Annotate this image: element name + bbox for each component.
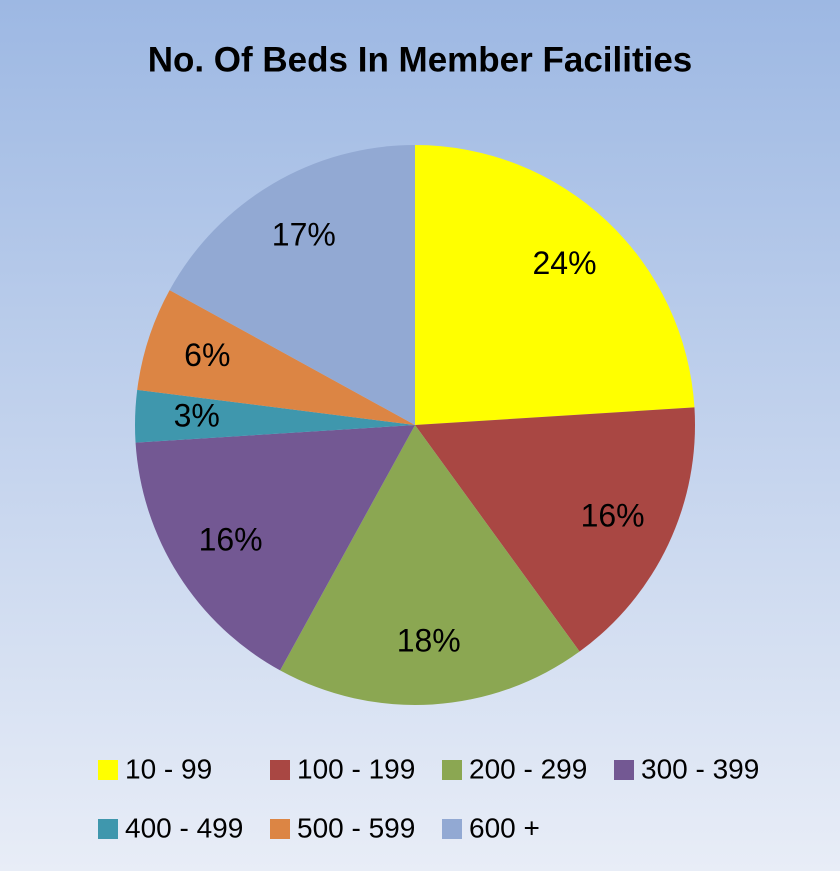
legend-swatch [98,760,118,780]
pie-slice [415,145,695,425]
pie-slice [137,290,415,425]
pie-slice [135,389,416,443]
legend-swatch [270,819,290,839]
pie-slice [415,407,696,652]
data-label: 18% [397,622,461,658]
legend-swatch [442,819,462,839]
data-label: 16% [581,497,645,533]
data-label: 24% [532,245,596,281]
legend-label: 100 - 199 [297,753,415,784]
data-label: 16% [199,521,263,557]
legend-label: 10 - 99 [125,753,212,784]
pie-slice [135,425,415,671]
legend-swatch [270,760,290,780]
data-label: 3% [174,398,220,434]
legend-swatch [442,760,462,780]
legend-label: 400 - 499 [125,812,243,843]
legend-swatch [614,760,634,780]
legend-label: 200 - 299 [469,753,587,784]
chart-title: No. Of Beds In Member Facilities [148,40,693,79]
pie-slice [280,425,580,705]
legend-label: 300 - 399 [641,753,759,784]
data-label: 6% [184,337,230,373]
legend-swatch [98,819,118,839]
data-label: 17% [272,216,336,252]
legend-label: 600 + [469,812,540,843]
legend-label: 500 - 599 [297,812,415,843]
pie-slice [169,145,415,425]
